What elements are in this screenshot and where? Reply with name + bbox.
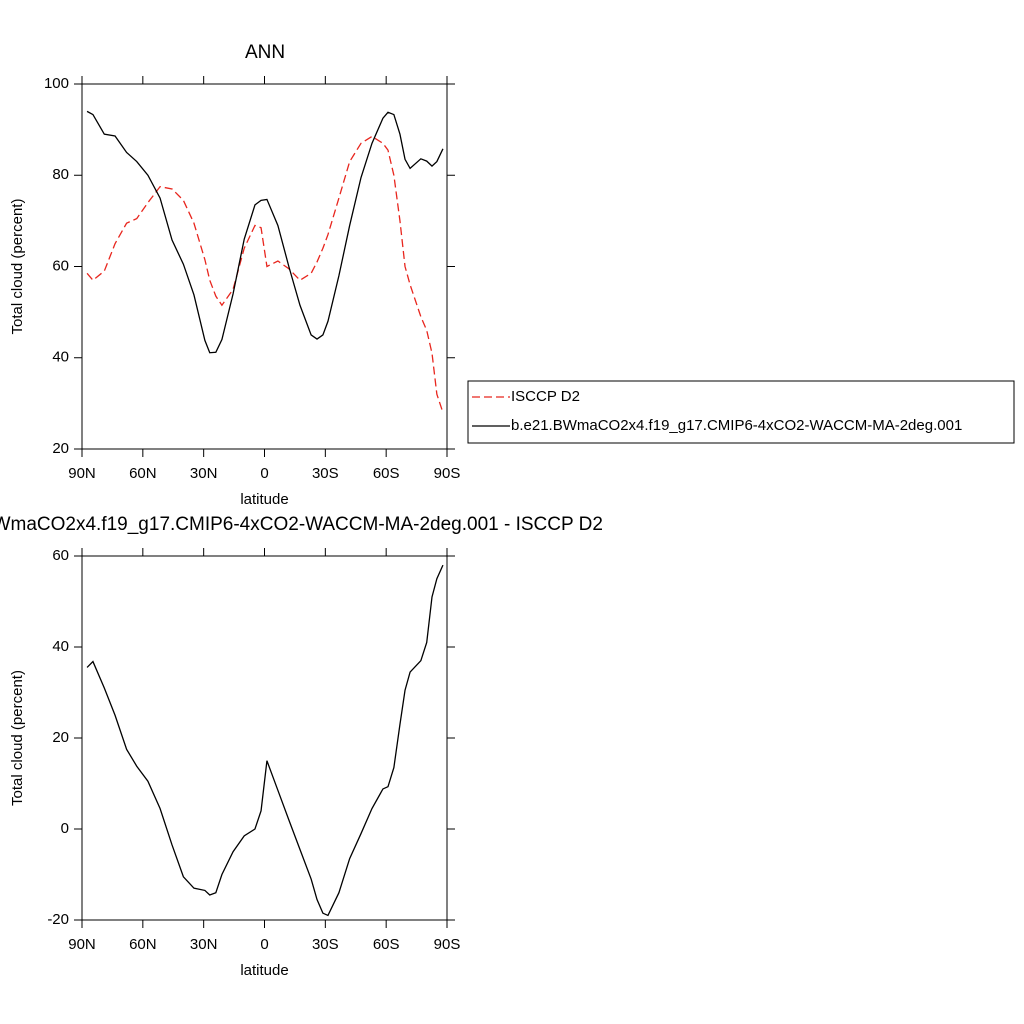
y-tick-label: 20 — [52, 440, 69, 457]
y-tick-label: 40 — [52, 638, 69, 655]
x-tick-label: 0 — [260, 936, 268, 953]
y-tick-label: 60 — [52, 257, 69, 274]
x-tick-label: 90S — [434, 465, 461, 482]
y-tick-label: 0 — [61, 820, 69, 837]
data-line — [86, 135, 444, 413]
y-tick-label: 80 — [52, 166, 69, 183]
x-tick-label: 30N — [190, 936, 218, 953]
x-tick-label: 30S — [312, 465, 339, 482]
data-line — [86, 564, 444, 917]
y-tick-label: 20 — [52, 729, 69, 746]
legend-label: ISCCP D2 — [511, 388, 580, 405]
data-line — [86, 110, 444, 354]
y-axis-label: Total cloud (percent) — [9, 199, 26, 335]
x-axis-label: latitude — [240, 962, 288, 979]
x-tick-label: 60S — [373, 465, 400, 482]
x-tick-label: 30N — [190, 465, 218, 482]
x-tick-label: 60S — [373, 936, 400, 953]
plot-frame — [81, 555, 448, 921]
x-axis-label: latitude — [240, 491, 288, 508]
y-tick-label: 40 — [52, 349, 69, 366]
y-tick-label: -20 — [47, 911, 69, 928]
x-tick-label: 90N — [68, 465, 96, 482]
y-axis-label: Total cloud (percent) — [9, 670, 26, 806]
y-tick-label: 60 — [52, 547, 69, 564]
legend-label: b.e21.BWmaCO2x4.f19_g17.CMIP6-4xCO2-WACC… — [511, 417, 962, 434]
chart-title: ANN — [245, 42, 285, 63]
x-tick-label: 60N — [129, 465, 157, 482]
plot-frame — [81, 83, 448, 450]
x-tick-label: 90N — [68, 936, 96, 953]
legend-box — [467, 380, 1015, 444]
chart-title: b.e21.BWmaCO2x4.f19_g17.CMIP6-4xCO2-WACC… — [0, 514, 603, 535]
x-tick-label: 60N — [129, 936, 157, 953]
x-tick-label: 30S — [312, 936, 339, 953]
y-tick-label: 100 — [44, 75, 69, 92]
x-tick-label: 90S — [434, 936, 461, 953]
x-tick-label: 0 — [260, 465, 268, 482]
